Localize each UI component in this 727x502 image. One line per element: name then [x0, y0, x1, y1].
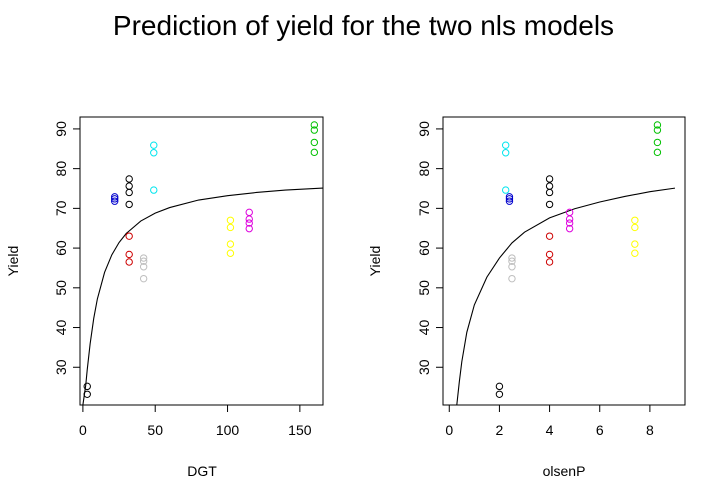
data-point — [505, 193, 514, 201]
data-point — [653, 148, 662, 157]
data-point — [139, 274, 148, 283]
x-tick-label: 0 — [79, 422, 87, 438]
data-point — [631, 249, 639, 257]
y-tick-label: 40 — [416, 320, 432, 336]
x-tick-label: 150 — [288, 422, 312, 438]
data-point — [310, 121, 319, 129]
data-point — [125, 182, 133, 190]
plot-frame — [79, 116, 324, 406]
plot-frame — [442, 116, 686, 406]
y-tick-label: 60 — [53, 240, 69, 256]
data-point — [653, 121, 662, 129]
data-point — [111, 193, 119, 201]
data-point — [508, 254, 516, 262]
x-tick-label: 6 — [596, 422, 604, 438]
data-point — [125, 258, 133, 266]
data-point — [245, 215, 253, 223]
x-tick-label: 2 — [496, 422, 504, 438]
data-point — [245, 224, 253, 233]
data-point — [111, 197, 119, 205]
data-point — [545, 258, 554, 266]
data-point — [508, 274, 516, 283]
data-point — [83, 382, 91, 391]
data-point — [501, 149, 510, 157]
data-point — [631, 240, 639, 248]
y-axis-label: Yield — [367, 246, 383, 277]
y-tick-label: 90 — [416, 121, 432, 137]
y-tick-label: 90 — [53, 121, 69, 137]
data-point — [150, 149, 158, 157]
data-point — [653, 126, 662, 134]
y-tick-label: 30 — [416, 359, 432, 375]
data-point — [545, 200, 554, 209]
data-point — [310, 148, 319, 157]
left-panel-dgt: 0 50 100 150 30 40 50 60 70 80 90 DGT Yield — [5, 116, 324, 479]
data-point — [139, 254, 148, 262]
data-point — [545, 250, 554, 259]
y-tick-label: 80 — [53, 161, 69, 177]
x-tick-label: 0 — [445, 422, 453, 438]
data-point — [565, 208, 574, 217]
data-point — [501, 186, 510, 194]
data-point — [495, 382, 504, 391]
data-point — [226, 223, 235, 232]
fitted-curve — [456, 187, 676, 405]
data-point — [495, 390, 504, 398]
data-point — [565, 215, 574, 223]
data-point — [245, 219, 253, 227]
data-point — [545, 182, 554, 190]
data-point — [545, 188, 554, 197]
data-point — [111, 195, 119, 203]
data-point — [125, 232, 133, 240]
y-tick-label: 50 — [416, 280, 432, 296]
data-point — [631, 223, 639, 232]
y-tick-label: 40 — [53, 320, 69, 336]
y-tick-label: 70 — [416, 200, 432, 216]
y-tick-label: 80 — [416, 161, 432, 177]
data-point — [501, 141, 510, 149]
data-point — [226, 240, 235, 248]
data-point — [139, 257, 148, 265]
data-point — [310, 138, 319, 147]
data-point — [226, 249, 235, 257]
figure-title: Prediction of yield for the two nls mode… — [112, 10, 615, 41]
data-point — [631, 216, 639, 224]
data-point — [310, 126, 319, 134]
y-tick-label: 60 — [416, 240, 432, 256]
x-tick-label: 4 — [546, 422, 554, 438]
data-point — [653, 138, 662, 147]
data-point — [125, 188, 133, 197]
data-point — [226, 216, 235, 224]
data-point — [565, 219, 574, 227]
x-tick-label: 50 — [147, 422, 163, 438]
data-point — [508, 263, 516, 271]
x-tick-label: 8 — [646, 422, 654, 438]
x-axis-label: olsenP — [543, 463, 586, 479]
data-point — [125, 175, 133, 183]
data-point — [565, 224, 574, 233]
data-point — [150, 141, 158, 149]
data-point — [245, 208, 253, 217]
data-point — [150, 186, 158, 194]
x-axis-label: DGT — [187, 463, 217, 479]
data-point — [505, 195, 514, 203]
data-point — [545, 175, 554, 183]
x-tick-label: 100 — [216, 422, 240, 438]
data-point — [545, 232, 554, 240]
fitted-curve — [82, 187, 323, 405]
data-point — [508, 257, 516, 265]
data-point — [139, 263, 148, 271]
right-panel-olsenp: 0 2 4 6 8 30 40 50 60 70 80 90 olsenP Yield — [367, 116, 686, 479]
data-point — [125, 200, 133, 209]
y-tick-label: 30 — [53, 359, 69, 375]
data-point — [125, 250, 133, 259]
y-axis-label: Yield — [5, 246, 21, 277]
data-point — [505, 197, 514, 205]
data-point — [83, 390, 91, 398]
y-tick-label: 50 — [53, 280, 69, 296]
y-tick-label: 70 — [53, 200, 69, 216]
